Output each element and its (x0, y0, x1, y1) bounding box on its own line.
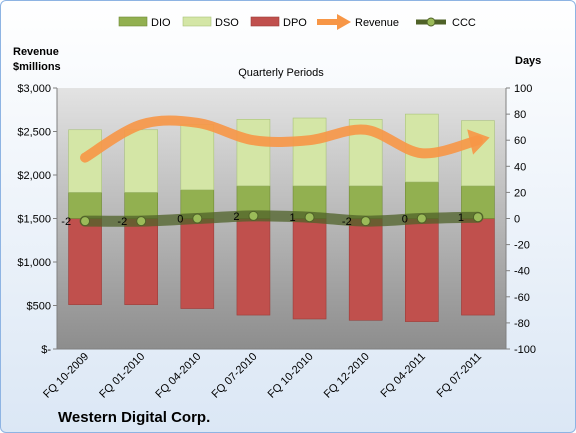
x-axis-tick-label: FQ 10-2010 (266, 351, 316, 401)
x-axis-tick-label: FQ 07-2011 (435, 351, 484, 400)
legend-marker-ccc (426, 17, 436, 27)
right-axis-tick-label: -80 (514, 318, 530, 330)
x-axis-tick-label: FQ 12-2010 (322, 351, 372, 401)
chart-title: Quarterly Periods (238, 67, 324, 79)
dpo-bar (461, 218, 495, 316)
right-axis-tick-label: 80 (514, 109, 526, 121)
x-axis-tick-label: FQ 07-2010 (210, 351, 260, 401)
right-axis-tick-label: -60 (514, 292, 530, 304)
ccc-marker (304, 212, 315, 223)
left-axis-tick-label: $1,500 (17, 214, 51, 226)
x-axis-tick-label: FQ 01-2010 (97, 351, 147, 401)
legend-label-dpo: DPO (283, 17, 307, 29)
dpo-bar (68, 218, 102, 305)
ccc-marker (248, 210, 259, 221)
right-axis-tick-label: 0 (514, 214, 520, 226)
right-axis-tick-label: -100 (514, 344, 536, 356)
x-axis-tick-label: FQ 10-2009 (41, 351, 91, 401)
ccc-data-label: 0 (177, 214, 183, 226)
left-axis-tick-label: $3,000 (17, 83, 51, 95)
legend-label-revenue: Revenue (355, 17, 399, 29)
ccc-data-label: -2 (61, 216, 71, 228)
legend-label-dio: DIO (151, 17, 171, 29)
dso-bar (292, 117, 327, 187)
right-axis-tick-label: 60 (514, 135, 526, 147)
legend-swatch-dso (182, 16, 212, 27)
dpo-bar (405, 218, 439, 322)
ccc-marker (360, 216, 371, 227)
dio-bar (124, 192, 158, 219)
legend-swatch-dpo (250, 16, 280, 27)
legend-label-dso: DSO (215, 17, 239, 29)
company-name: Western Digital Corp. (58, 409, 210, 426)
left-axis-tick-label: $2,000 (17, 170, 51, 182)
right-axis-tick-label: -40 (514, 266, 530, 278)
ccc-data-label: -2 (117, 216, 127, 228)
ccc-marker (472, 212, 483, 223)
revenue-line (80, 115, 483, 163)
dpo-bar (124, 218, 158, 305)
revenue-arrowhead (467, 129, 490, 155)
ccc-data-label: 1 (458, 212, 464, 224)
left-axis-tick-label: $500 (27, 301, 51, 313)
dso-bar (180, 124, 215, 191)
dio-bar (68, 192, 102, 219)
right-axis-tick-label: -20 (514, 240, 530, 252)
x-axis-tick-label: FQ 04-2011 (379, 351, 428, 400)
right-axis-tick-label: 20 (514, 187, 526, 199)
right-axis-tick-label: 100 (514, 83, 532, 95)
x-axis-tick-label: FQ 04-2010 (153, 351, 203, 401)
dso-bar (461, 120, 495, 187)
left-axis-tick-label: $1,000 (17, 257, 51, 269)
ccc-data-label: 2 (233, 211, 239, 223)
dso-bar (236, 119, 271, 187)
dio-bar (405, 181, 439, 219)
dpo-bar (348, 218, 383, 321)
ccc-data-label: 0 (402, 214, 408, 226)
right-axis-title: Days (515, 55, 541, 67)
legend-swatch-dio (118, 16, 148, 27)
ccc-data-label: 1 (289, 212, 295, 224)
dso-bar (124, 129, 158, 193)
right-axis-tick-label: 40 (514, 161, 526, 173)
left-axis-title: Revenue (13, 46, 59, 58)
ccc-marker (80, 216, 91, 227)
ccc-marker (136, 216, 147, 227)
dpo-bar (236, 218, 271, 316)
legend-label-ccc: CCC (452, 17, 476, 29)
ccc-marker (192, 213, 203, 224)
dpo-bar (292, 218, 327, 320)
legend-arrow-revenue (337, 14, 351, 30)
ccc-data-label: -2 (342, 216, 352, 228)
left-axis-title-units: $millions (13, 61, 61, 73)
ccc-marker (416, 213, 427, 224)
left-axis-tick-label: $- (41, 344, 51, 356)
left-axis-tick-label: $2,500 (17, 127, 51, 139)
dio-bar (348, 185, 383, 219)
dpo-bar (180, 218, 215, 309)
